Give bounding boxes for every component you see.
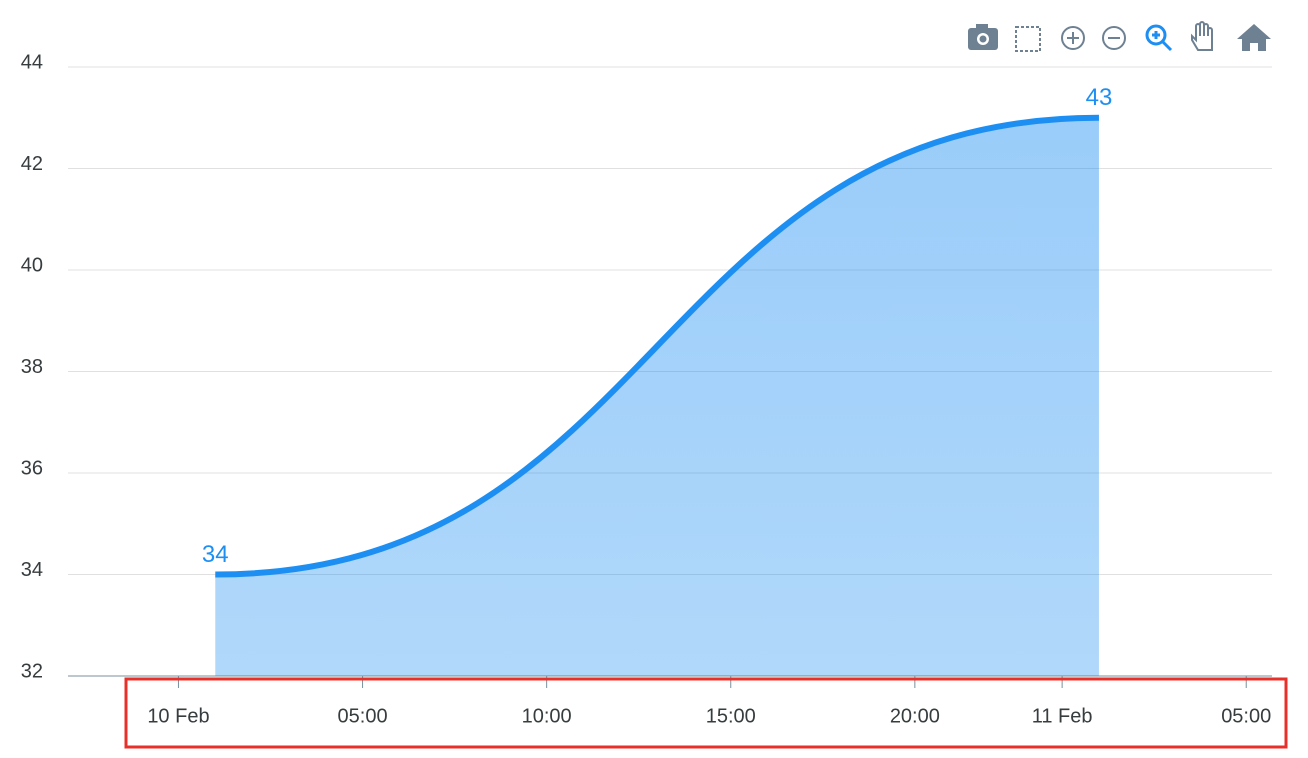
- download-button[interactable]: [968, 24, 998, 50]
- y-tick-label: 44: [21, 51, 43, 73]
- y-tick-label: 34: [21, 559, 43, 581]
- x-tick-label: 20:00: [890, 705, 940, 727]
- y-tick-label: 32: [21, 660, 43, 682]
- y-tick-label: 42: [21, 153, 43, 175]
- zoom-out-button[interactable]: [1102, 26, 1126, 50]
- x-tick-label: 11 Feb: [1032, 705, 1093, 727]
- x-tick-label: 15:00: [706, 705, 756, 727]
- zoom-in-button[interactable]: [1061, 26, 1085, 50]
- toolbar: [968, 21, 1271, 52]
- line: [215, 114, 1099, 578]
- x-tick-label: 05:00: [1221, 705, 1271, 727]
- data-label: 34: [202, 541, 229, 568]
- zoom-button[interactable]: [1145, 24, 1173, 52]
- pan-button[interactable]: [1191, 21, 1213, 51]
- x-tick-label: 05:00: [338, 705, 388, 727]
- highlight-box: [124, 677, 1288, 749]
- selection-button[interactable]: [1015, 26, 1041, 52]
- area: [215, 117, 1099, 676]
- y-tick-label: 36: [21, 457, 43, 479]
- x-tick-label: 10:00: [522, 705, 572, 727]
- y-tick-label: 38: [21, 356, 43, 378]
- data-label: 43: [1086, 84, 1113, 111]
- reset-button[interactable]: [1237, 24, 1271, 51]
- y-tick-label: 40: [21, 254, 43, 276]
- x-tick-label: 10 Feb: [147, 705, 209, 727]
